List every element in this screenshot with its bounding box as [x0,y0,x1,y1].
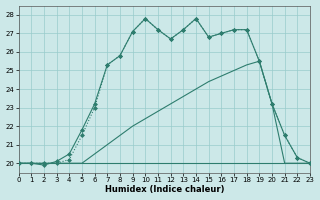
X-axis label: Humidex (Indice chaleur): Humidex (Indice chaleur) [105,185,224,194]
